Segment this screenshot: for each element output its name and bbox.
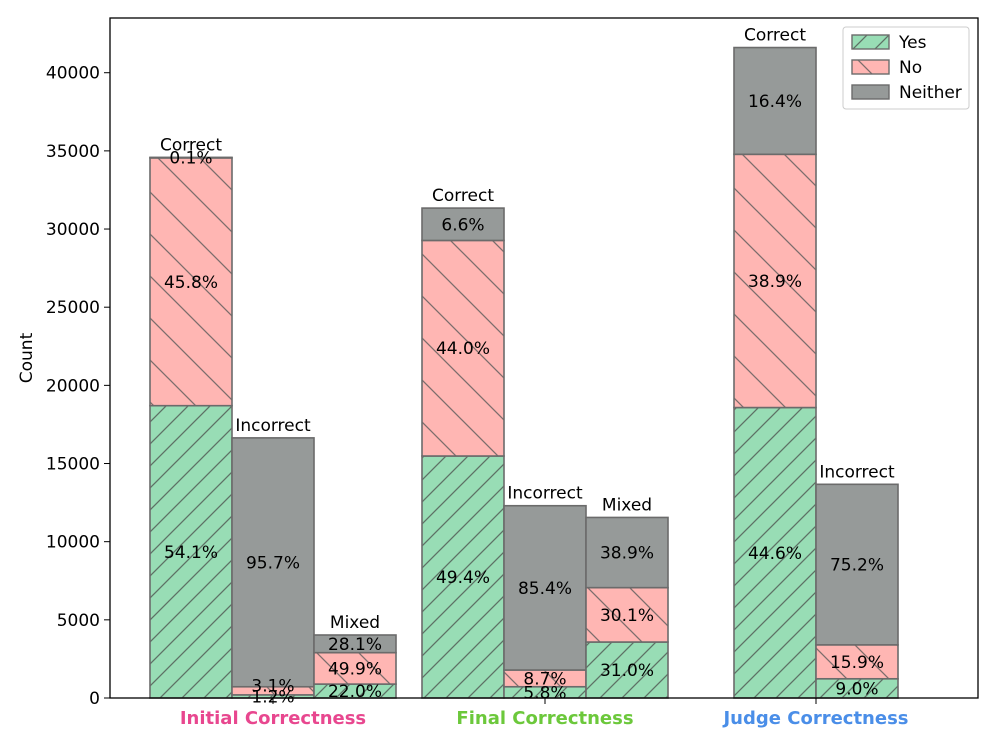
bar-percent-label: 95.7%	[246, 553, 300, 573]
y-tick-label: 0	[89, 689, 100, 709]
bar-percent-label: 3.1%	[251, 676, 294, 696]
bar-percent-label: 31.0%	[600, 661, 654, 681]
bar-segment-no	[421, 239, 505, 457]
y-tick-label: 5000	[57, 611, 100, 631]
bar-percent-label: 54.1%	[164, 543, 218, 563]
bar-segment-neither	[313, 634, 397, 654]
bar-category-label: Incorrect	[507, 484, 583, 504]
bar-category-label: Incorrect	[235, 416, 311, 436]
bar-percent-label: 38.9%	[600, 544, 654, 564]
bar-segment-neither	[421, 207, 505, 242]
legend-label-no: No	[899, 58, 922, 78]
x-group-label: Judge Correctness	[721, 708, 908, 729]
bar-percent-label: 44.6%	[748, 544, 802, 564]
bar-segment-neither	[149, 156, 233, 159]
bar-percent-label: 6.6%	[441, 215, 484, 235]
bar-percent-label: 85.4%	[518, 579, 572, 599]
bar-percent-label: 44.0%	[436, 339, 490, 359]
plot-frame	[109, 17, 979, 699]
bar-percent-label: 49.9%	[328, 659, 382, 679]
bar-segment-neither	[231, 437, 315, 688]
bar-category-label: Correct	[160, 135, 222, 155]
bar-percent-label: 75.2%	[830, 556, 884, 576]
bar-segment-neither	[815, 483, 899, 646]
bar-percent-label: 30.1%	[600, 606, 654, 626]
bar-category-label: Correct	[744, 26, 806, 46]
legend-label-yes: Yes	[898, 33, 927, 53]
bar-percent-label: 22.0%	[328, 682, 382, 702]
x-group-label: Final Correctness	[456, 708, 633, 729]
bar-percent-label: 8.7%	[523, 669, 566, 689]
bar-segment-neither	[503, 504, 587, 671]
bar-segment-no	[585, 586, 669, 643]
legend-swatch-no	[851, 59, 890, 75]
bar-percent-label: 49.4%	[436, 568, 490, 588]
y-tick-label: 30000	[46, 220, 100, 240]
bar-segment-no	[815, 644, 899, 680]
y-axis-label: Count	[17, 332, 37, 383]
y-tick-label: 25000	[46, 298, 100, 318]
bar-segment-yes	[585, 641, 669, 699]
bar-segment-neither	[585, 516, 669, 589]
legend-swatch-neither	[851, 84, 890, 100]
x-group-label: Initial Correctness	[180, 708, 366, 729]
y-tick-label: 35000	[46, 142, 100, 162]
bar-segment-neither	[733, 46, 817, 156]
y-tick-label: 15000	[46, 455, 100, 475]
bar-segment-no	[313, 651, 397, 685]
bar-percent-label: 45.8%	[164, 273, 218, 293]
bar-percent-label: 15.9%	[830, 653, 884, 673]
bar-percent-label: 16.4%	[748, 92, 802, 112]
bar-percent-label: 9.0%	[835, 679, 878, 699]
bar-category-label: Correct	[432, 186, 494, 206]
bar-category-label: Incorrect	[819, 462, 895, 482]
y-tick-label: 40000	[46, 64, 100, 84]
bar-percent-label: 0.1%	[169, 149, 212, 169]
legend-label-neither: Neither	[899, 83, 962, 103]
bar-percent-label: 38.9%	[748, 272, 802, 292]
y-tick-label: 20000	[46, 376, 100, 396]
bar-segment-no	[149, 157, 233, 407]
bar-percent-label: 28.1%	[328, 635, 382, 655]
bar-category-label: Mixed	[602, 495, 652, 515]
y-tick-label: 10000	[46, 533, 100, 553]
bar-category-label: Mixed	[330, 613, 380, 633]
legend-swatch-yes	[851, 34, 890, 50]
